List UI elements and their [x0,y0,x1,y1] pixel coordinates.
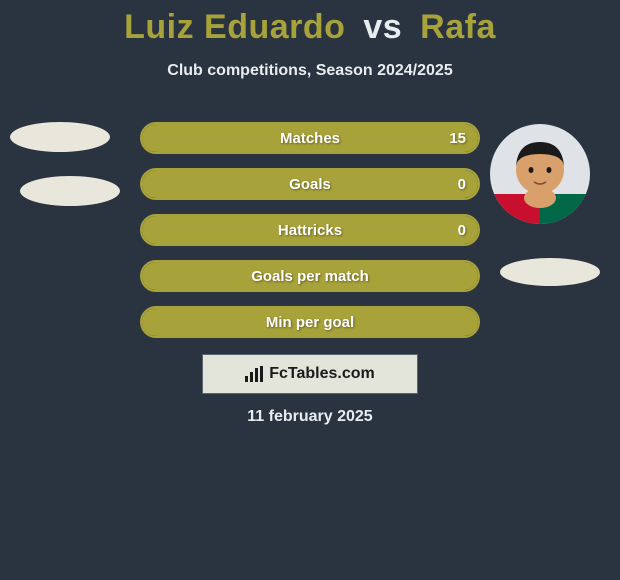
avatar-illustration [490,124,590,224]
stat-bar-hattricks: Hattricks0 [140,214,480,246]
stat-label: Matches [142,130,478,147]
watermark-text: FcTables.com [269,365,375,383]
bar-chart-icon [245,366,263,382]
stat-label: Min per goal [142,314,478,331]
stat-label: Goals [142,176,478,193]
stat-bar-matches: Matches15 [140,122,480,154]
player2-name: Rafa [420,8,496,46]
right-placeholder-ellipse [500,258,600,286]
vs-separator: vs [363,8,402,46]
stat-bar-min-per-goal: Min per goal [140,306,480,338]
headline: Luiz Eduardo vs Rafa [0,8,620,47]
stat-label: Hattricks [142,222,478,239]
stat-value-right: 0 [458,222,466,239]
stat-value-right: 15 [449,130,466,147]
player2-avatar [490,124,590,224]
left-placeholder-ellipse-2 [20,176,120,206]
date-text: 11 february 2025 [0,408,620,426]
player1-name: Luiz Eduardo [124,8,345,46]
subtitle: Club competitions, Season 2024/2025 [0,62,620,80]
stat-bar-goals-per-match: Goals per match [140,260,480,292]
watermark-box: FcTables.com [202,354,418,394]
stat-label: Goals per match [142,268,478,285]
stat-bar-goals: Goals0 [140,168,480,200]
left-placeholder-ellipse-1 [10,122,110,152]
comparison-infographic: Luiz Eduardo vs Rafa Club competitions, … [0,0,620,580]
stat-value-right: 0 [458,176,466,193]
